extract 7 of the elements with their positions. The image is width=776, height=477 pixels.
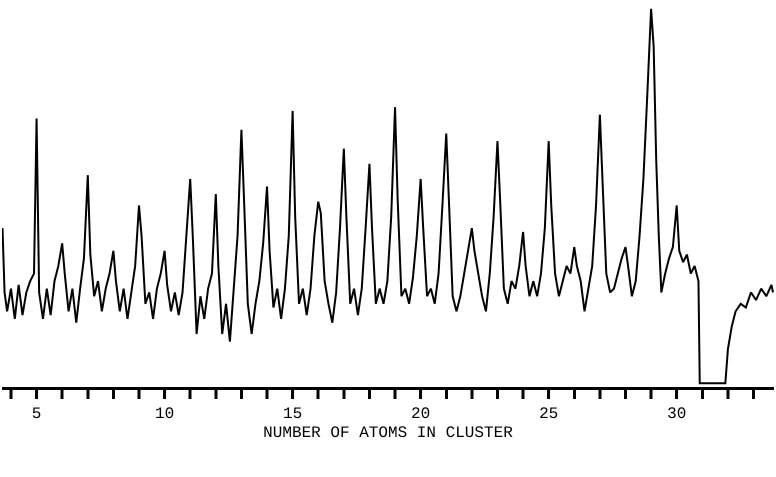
x-tick-label: 5 (32, 405, 42, 424)
x-tick-label: 30 (667, 405, 686, 424)
x-tick-label: 20 (411, 405, 430, 424)
x-tick-label: 10 (154, 405, 174, 424)
x-tick-label: 25 (539, 405, 558, 424)
x-tick-label: 15 (283, 405, 302, 424)
x-axis-title: NUMBER OF ATOMS IN CLUSTER (263, 424, 514, 442)
